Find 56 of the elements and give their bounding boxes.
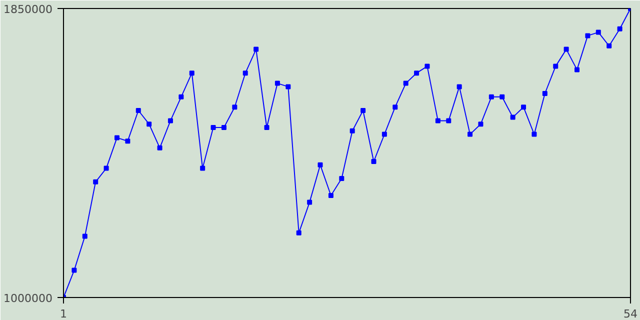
point (168, 118, 173, 124)
point (328, 193, 334, 198)
point (403, 80, 408, 86)
point (136, 108, 141, 113)
y-tick-label: 1850000 (4, 3, 53, 16)
point (574, 67, 580, 72)
x-tick-label: 54 (624, 308, 638, 320)
point (221, 125, 226, 130)
point (542, 91, 548, 96)
point (435, 118, 440, 124)
point (360, 108, 366, 113)
point (72, 268, 77, 273)
point (178, 94, 184, 100)
point (318, 162, 323, 168)
point (553, 64, 558, 69)
point (532, 132, 537, 137)
point (125, 138, 130, 144)
point (242, 70, 248, 76)
point (392, 104, 398, 110)
point (200, 166, 206, 171)
point (339, 176, 344, 181)
point (521, 104, 526, 110)
point (189, 70, 194, 76)
point (93, 179, 98, 184)
point (382, 132, 387, 137)
point (606, 43, 612, 48)
point (296, 230, 302, 236)
point (510, 114, 516, 120)
y-tick-label: 1000000 (4, 292, 53, 305)
point (424, 64, 430, 69)
point (114, 135, 120, 140)
point (468, 132, 473, 137)
x-tick-label: 1 (60, 308, 67, 320)
point (350, 128, 355, 134)
point (371, 159, 376, 164)
point (414, 70, 420, 76)
point (596, 30, 601, 35)
point (617, 26, 622, 32)
point (446, 118, 452, 124)
point (307, 200, 312, 205)
point (210, 125, 216, 130)
point (585, 33, 590, 38)
point (264, 125, 270, 130)
point (232, 104, 238, 110)
point (254, 46, 259, 52)
point (104, 166, 109, 171)
point (456, 84, 462, 90)
point (500, 94, 505, 100)
point (146, 122, 152, 127)
point (274, 80, 280, 86)
point (286, 84, 291, 90)
point (82, 234, 88, 239)
point (157, 145, 162, 150)
point (488, 94, 494, 100)
point (478, 122, 484, 127)
point (564, 46, 569, 52)
